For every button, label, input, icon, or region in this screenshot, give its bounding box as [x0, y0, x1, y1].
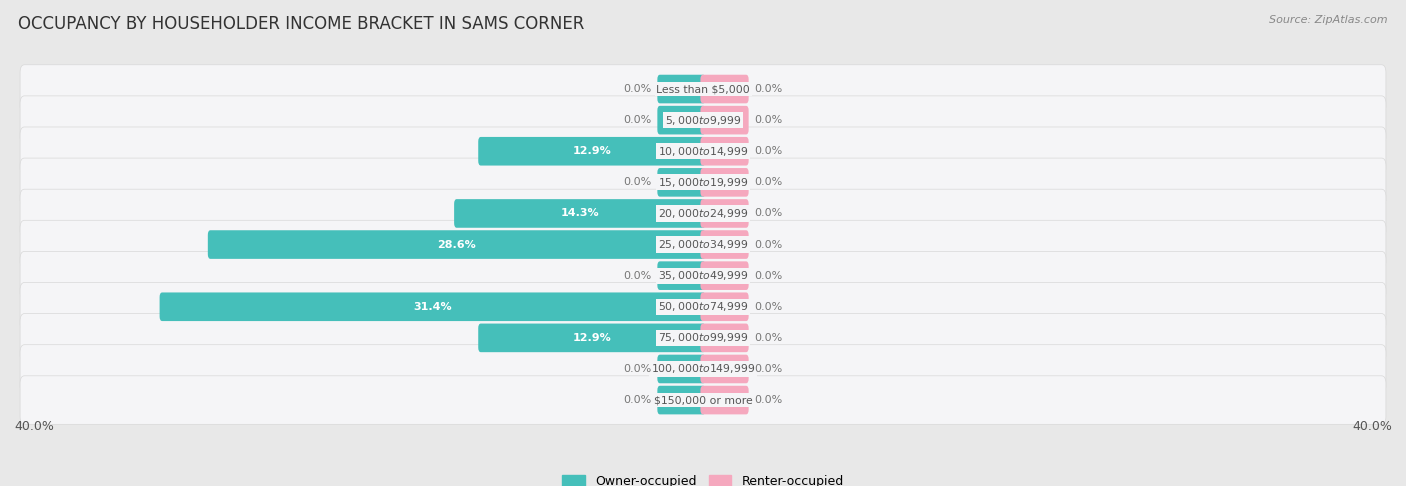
FancyBboxPatch shape [478, 137, 706, 166]
FancyBboxPatch shape [700, 75, 748, 104]
Text: 0.0%: 0.0% [623, 84, 651, 94]
FancyBboxPatch shape [20, 376, 1386, 424]
Text: $10,000 to $14,999: $10,000 to $14,999 [658, 145, 748, 158]
FancyBboxPatch shape [20, 282, 1386, 331]
Text: 12.9%: 12.9% [572, 146, 612, 156]
FancyBboxPatch shape [658, 168, 706, 197]
FancyBboxPatch shape [700, 355, 748, 383]
FancyBboxPatch shape [20, 158, 1386, 207]
FancyBboxPatch shape [658, 75, 706, 104]
FancyBboxPatch shape [208, 230, 706, 259]
FancyBboxPatch shape [20, 96, 1386, 144]
Text: 31.4%: 31.4% [413, 302, 451, 312]
FancyBboxPatch shape [700, 168, 748, 197]
Text: 0.0%: 0.0% [755, 208, 783, 218]
Text: Source: ZipAtlas.com: Source: ZipAtlas.com [1270, 15, 1388, 25]
Text: $25,000 to $34,999: $25,000 to $34,999 [658, 238, 748, 251]
FancyBboxPatch shape [658, 386, 706, 415]
FancyBboxPatch shape [478, 324, 706, 352]
Text: 28.6%: 28.6% [437, 240, 477, 249]
FancyBboxPatch shape [20, 251, 1386, 300]
FancyBboxPatch shape [700, 137, 748, 166]
Text: Less than $5,000: Less than $5,000 [657, 84, 749, 94]
Text: 0.0%: 0.0% [623, 177, 651, 187]
FancyBboxPatch shape [20, 345, 1386, 393]
Text: 0.0%: 0.0% [755, 395, 783, 405]
FancyBboxPatch shape [658, 106, 706, 135]
Text: $5,000 to $9,999: $5,000 to $9,999 [665, 114, 741, 127]
Text: 0.0%: 0.0% [755, 333, 783, 343]
FancyBboxPatch shape [20, 127, 1386, 175]
Text: OCCUPANCY BY HOUSEHOLDER INCOME BRACKET IN SAMS CORNER: OCCUPANCY BY HOUSEHOLDER INCOME BRACKET … [18, 15, 585, 33]
FancyBboxPatch shape [700, 386, 748, 415]
FancyBboxPatch shape [20, 189, 1386, 238]
FancyBboxPatch shape [700, 324, 748, 352]
FancyBboxPatch shape [454, 199, 706, 228]
Text: 0.0%: 0.0% [755, 115, 783, 125]
Text: 40.0%: 40.0% [1353, 420, 1392, 433]
Text: 0.0%: 0.0% [623, 395, 651, 405]
Text: 40.0%: 40.0% [14, 420, 53, 433]
FancyBboxPatch shape [20, 313, 1386, 362]
Text: 0.0%: 0.0% [755, 302, 783, 312]
FancyBboxPatch shape [700, 106, 748, 135]
FancyBboxPatch shape [700, 293, 748, 321]
FancyBboxPatch shape [20, 65, 1386, 113]
Text: $50,000 to $74,999: $50,000 to $74,999 [658, 300, 748, 313]
FancyBboxPatch shape [700, 261, 748, 290]
FancyBboxPatch shape [20, 220, 1386, 269]
Text: 0.0%: 0.0% [623, 271, 651, 280]
Text: $35,000 to $49,999: $35,000 to $49,999 [658, 269, 748, 282]
FancyBboxPatch shape [700, 230, 748, 259]
FancyBboxPatch shape [160, 293, 706, 321]
Text: 0.0%: 0.0% [755, 240, 783, 249]
FancyBboxPatch shape [700, 199, 748, 228]
Text: 0.0%: 0.0% [755, 84, 783, 94]
Legend: Owner-occupied, Renter-occupied: Owner-occupied, Renter-occupied [557, 470, 849, 486]
Text: $100,000 to $149,999: $100,000 to $149,999 [651, 363, 755, 376]
Text: $15,000 to $19,999: $15,000 to $19,999 [658, 176, 748, 189]
Text: 0.0%: 0.0% [755, 271, 783, 280]
Text: 0.0%: 0.0% [623, 115, 651, 125]
Text: $75,000 to $99,999: $75,000 to $99,999 [658, 331, 748, 345]
FancyBboxPatch shape [658, 261, 706, 290]
Text: 12.9%: 12.9% [572, 333, 612, 343]
Text: $20,000 to $24,999: $20,000 to $24,999 [658, 207, 748, 220]
Text: 14.3%: 14.3% [561, 208, 599, 218]
Text: 0.0%: 0.0% [623, 364, 651, 374]
Text: $150,000 or more: $150,000 or more [654, 395, 752, 405]
FancyBboxPatch shape [658, 355, 706, 383]
Text: 0.0%: 0.0% [755, 177, 783, 187]
Text: 0.0%: 0.0% [755, 146, 783, 156]
Text: 0.0%: 0.0% [755, 364, 783, 374]
